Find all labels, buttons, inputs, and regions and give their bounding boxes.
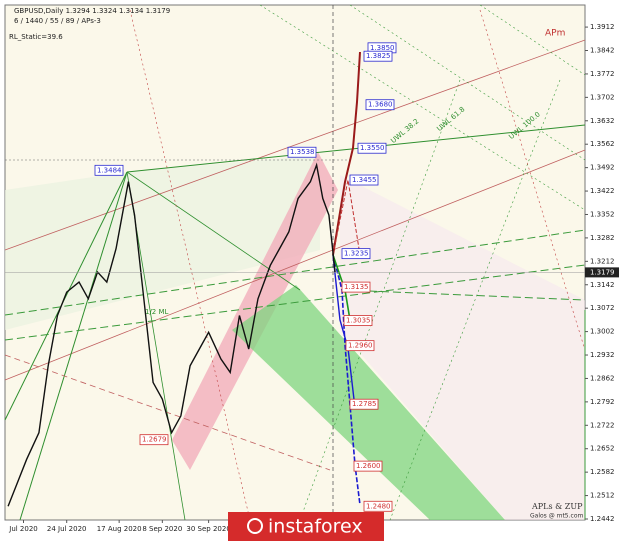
pink-area	[340, 175, 585, 520]
fan-line	[4, 149, 586, 381]
indicator: RL_Static=39.6	[9, 33, 63, 41]
fan-line	[126, 124, 586, 173]
y-tick-label: 1.2862	[590, 374, 615, 382]
dotted-line	[389, 79, 561, 521]
forecast-red-dash	[332, 179, 361, 256]
level-label: 1.3680	[368, 101, 393, 109]
fan-line	[4, 171, 128, 421]
y-tick-label: 1.3002	[590, 328, 615, 336]
level-box	[349, 398, 379, 410]
pink-channel	[172, 152, 338, 470]
watermark-bg	[228, 512, 384, 541]
level-label: 1.3484	[97, 166, 122, 174]
current-price-box	[585, 267, 619, 278]
y-tick-label: 1.3352	[590, 210, 615, 218]
x-tick-label: 24 Jul 2020	[47, 525, 87, 533]
y-tick-label: 1.2582	[590, 468, 615, 476]
level-box	[357, 142, 387, 154]
level-box	[287, 146, 317, 158]
dotted-line	[479, 9, 586, 351]
fan-line	[4, 39, 586, 251]
y-tick-label: 1.3212	[590, 257, 615, 265]
x-tick-label: 8 Sep 2020	[142, 525, 182, 533]
level-label: 1.2600	[356, 462, 381, 470]
level-label: 1.3035	[346, 317, 371, 325]
y-tick-label: 1.3842	[590, 47, 615, 55]
level-box	[341, 281, 371, 293]
level-box	[363, 500, 393, 512]
y-tick-label: 1.2442	[590, 515, 615, 523]
level-box	[139, 434, 169, 446]
annotation: 1/2 ML	[145, 308, 169, 316]
x-tick-label: 17 Aug 2020	[97, 525, 142, 533]
level-box	[341, 248, 371, 260]
watermark-logo	[247, 518, 263, 534]
level-label: 1.3550	[360, 144, 385, 152]
level-box	[363, 50, 393, 62]
title: GBPUSD,Daily 1.3294 1.3324 1.3134 1.3179	[14, 7, 170, 15]
x-tick-label: Jul 2020	[8, 525, 38, 533]
dotted-line	[299, 79, 461, 521]
y-tick-label: 1.2722	[590, 421, 615, 429]
dotted-line	[479, 4, 586, 76]
x-tick-label: 30 Sep 2020	[186, 525, 230, 533]
level-label: 1.3825	[366, 52, 391, 60]
y-tick-label: 1.2652	[590, 445, 615, 453]
y-tick-label: 1.2792	[590, 398, 615, 406]
y-tick-label: 1.3282	[590, 234, 615, 242]
watermark: instaforex	[268, 516, 363, 538]
dashed-line	[4, 264, 586, 341]
level-box	[365, 99, 395, 111]
y-tick-label: 1.3072	[590, 304, 615, 312]
y-tick-label: 1.3772	[590, 70, 615, 78]
y-tick-label: 1.3702	[590, 93, 615, 101]
level-label: 1.3538	[290, 148, 315, 156]
level-box	[343, 315, 373, 326]
dashed-line	[344, 289, 586, 301]
y-tick-label: 1.3492	[590, 164, 615, 172]
level-label: 1.3135	[344, 283, 369, 291]
level-box	[353, 460, 383, 472]
y-tick-label: 1.3912	[590, 23, 615, 31]
level-label: 1.2679	[142, 436, 167, 444]
level-box	[349, 174, 379, 186]
level-label: 1.2480	[366, 502, 391, 510]
annotation: APm	[545, 29, 565, 39]
level-box	[94, 164, 124, 176]
y-tick-label: 1.3142	[590, 281, 615, 289]
dashed-line	[4, 354, 331, 471]
price-line	[7, 162, 336, 507]
y-tick-label: 1.2932	[590, 351, 615, 359]
credit: Galos @ mt5.com	[530, 513, 583, 520]
y-tick-label: 1.3632	[590, 117, 615, 125]
dotted-line	[259, 4, 586, 211]
fan-line	[126, 171, 301, 291]
level-label: 1.2785	[352, 400, 377, 408]
level-label: 1.2960	[348, 342, 373, 350]
credit: APLs & ZUP	[531, 502, 583, 511]
fan-line	[19, 171, 128, 521]
level-label: 1.3235	[344, 250, 369, 258]
forecast-blue	[332, 254, 361, 506]
dotted-line	[129, 9, 251, 521]
dotted-line	[349, 4, 586, 161]
subtitle: 6 / 1440 / 55 / 89 / APs-3	[14, 17, 101, 25]
level-box	[345, 340, 375, 352]
y-tick-label: 1.3422	[590, 187, 615, 195]
current-price-label: 1.3179	[590, 268, 615, 276]
forecast-red	[332, 51, 361, 256]
level-label: 1.3850	[370, 44, 395, 52]
y-tick-label: 1.2512	[590, 492, 615, 500]
forecast-blue	[332, 254, 356, 409]
y-tick-label: 1.3562	[590, 140, 615, 148]
fan-area	[5, 155, 320, 330]
level-label: 1.3455	[352, 176, 377, 184]
